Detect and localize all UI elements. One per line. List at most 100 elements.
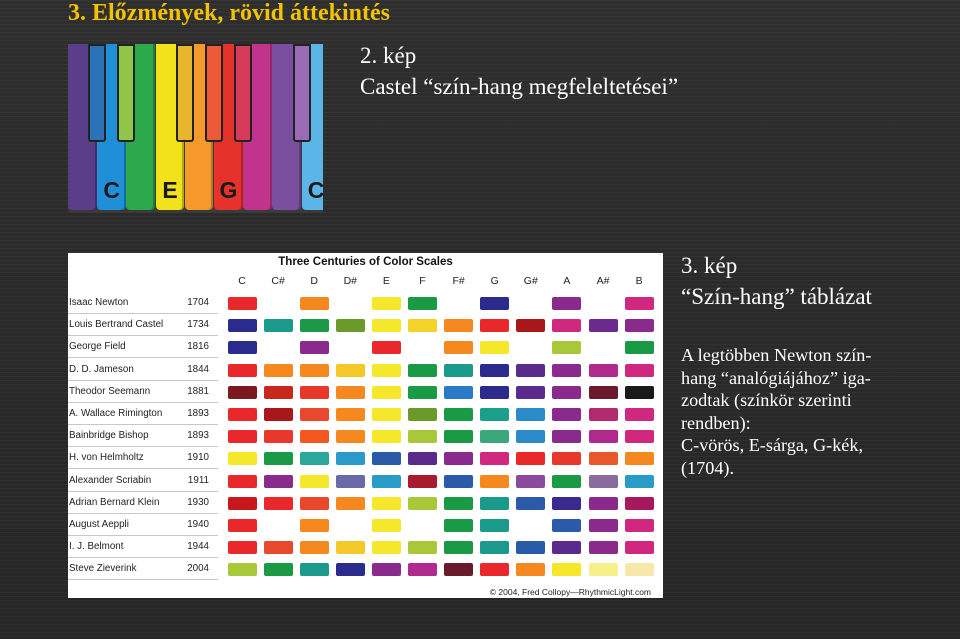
note-header: B xyxy=(635,275,643,287)
black-piano-key xyxy=(292,44,311,142)
color-swatch xyxy=(552,430,582,444)
composer-name: Theodor Seemann xyxy=(69,385,151,397)
table-title: Three Centuries of Color Scales xyxy=(278,256,453,268)
scale-year: 1930 xyxy=(187,496,209,508)
composer-name: Steve Zieverink xyxy=(69,563,137,575)
row-divider xyxy=(68,557,218,559)
composer-name: Adrian Bernard Klein xyxy=(69,496,160,508)
color-swatch xyxy=(263,430,293,444)
color-swatch xyxy=(516,496,546,510)
row-divider xyxy=(68,379,218,381)
color-swatch xyxy=(408,496,437,510)
color-swatch xyxy=(552,519,582,532)
color-swatch xyxy=(588,363,618,377)
note-header: C# xyxy=(271,275,285,287)
black-piano-key xyxy=(205,44,223,142)
color-swatch xyxy=(371,297,401,310)
color-swatch xyxy=(335,563,365,577)
color-swatch xyxy=(371,452,401,466)
color-swatch xyxy=(444,319,474,333)
row-divider xyxy=(68,424,218,425)
color-swatch xyxy=(335,452,365,466)
color-swatch xyxy=(263,363,293,377)
color-swatch xyxy=(516,363,546,377)
scale-year: 1911 xyxy=(187,474,209,486)
color-swatch xyxy=(516,319,546,333)
color-swatch xyxy=(299,563,329,577)
color-swatch xyxy=(227,385,257,399)
row-divider xyxy=(68,579,218,581)
scale-year: 2004 xyxy=(187,563,209,575)
composer-name: Bainbridge Bishop xyxy=(69,430,149,442)
row-divider xyxy=(68,468,218,470)
color-swatch xyxy=(227,408,257,421)
figure-2-title: Castel “szín-hang megfeleltetései” xyxy=(360,74,679,99)
key-note-letter: C xyxy=(103,177,120,203)
scale-year: 1910 xyxy=(187,452,209,464)
composer-name: Alexander Scriabin xyxy=(69,474,152,486)
color-swatch xyxy=(480,408,510,421)
color-swatch xyxy=(552,541,582,555)
color-swatch xyxy=(227,541,257,555)
color-swatch xyxy=(516,408,546,421)
note-header: F# xyxy=(452,275,465,287)
scale-year: 1893 xyxy=(187,408,209,419)
color-swatch xyxy=(588,452,618,466)
color-swatch xyxy=(552,496,582,510)
color-swatch xyxy=(227,363,257,377)
color-swatch xyxy=(588,519,618,532)
color-swatch xyxy=(588,385,618,399)
color-swatch xyxy=(624,430,654,444)
scale-year: 1893 xyxy=(187,430,209,442)
color-swatch xyxy=(299,496,329,510)
color-swatch xyxy=(588,319,618,333)
color-swatch xyxy=(227,519,257,532)
description-line: C-vörös, E-sárga, G-kék, xyxy=(681,435,863,456)
color-swatch xyxy=(408,430,437,444)
color-swatch xyxy=(444,563,474,577)
row-divider xyxy=(68,512,218,514)
color-swatch xyxy=(371,408,401,421)
color-swatch xyxy=(516,541,546,555)
row-divider xyxy=(68,357,218,359)
color-swatch xyxy=(408,297,437,310)
color-swatch xyxy=(588,563,618,577)
color-swatch xyxy=(227,341,257,355)
color-swatch xyxy=(624,452,654,466)
color-swatch xyxy=(552,563,582,577)
color-swatch xyxy=(299,452,329,466)
color-swatch xyxy=(624,408,654,421)
scale-year: 1734 xyxy=(187,319,209,331)
color-swatch xyxy=(624,496,654,510)
color-swatch xyxy=(552,408,582,421)
color-swatch xyxy=(444,519,474,532)
note-header: E xyxy=(382,275,390,287)
color-swatch xyxy=(624,319,654,333)
composer-name: I. J. Belmont xyxy=(69,541,124,553)
figure-2-caption: 2. kép Castel “szín-hang megfeleltetései… xyxy=(360,40,678,102)
color-swatch xyxy=(371,341,401,355)
color-swatch xyxy=(408,385,437,399)
description-line: zodtak (színkör szerinti xyxy=(681,390,852,411)
color-swatch xyxy=(624,563,654,577)
color-swatch xyxy=(552,385,582,399)
color-swatch xyxy=(299,363,329,377)
color-swatch xyxy=(480,297,510,310)
color-swatch xyxy=(516,430,546,444)
color-swatch xyxy=(335,363,365,377)
color-swatch xyxy=(588,430,618,444)
key-note-letter: E xyxy=(162,177,178,203)
color-swatch xyxy=(444,496,474,510)
scale-year: 1881 xyxy=(187,385,209,397)
color-swatch xyxy=(480,363,510,377)
color-swatch xyxy=(444,341,474,355)
black-piano-key xyxy=(88,44,107,142)
color-swatch xyxy=(480,341,510,355)
color-swatch xyxy=(227,452,257,466)
color-swatch xyxy=(227,563,257,577)
note-header: C xyxy=(238,275,246,287)
description-line: rendben): xyxy=(681,412,751,433)
description-line: hang “analógiájához” iga- xyxy=(681,367,871,388)
color-swatch xyxy=(444,452,474,466)
scale-year: 1944 xyxy=(187,541,209,553)
